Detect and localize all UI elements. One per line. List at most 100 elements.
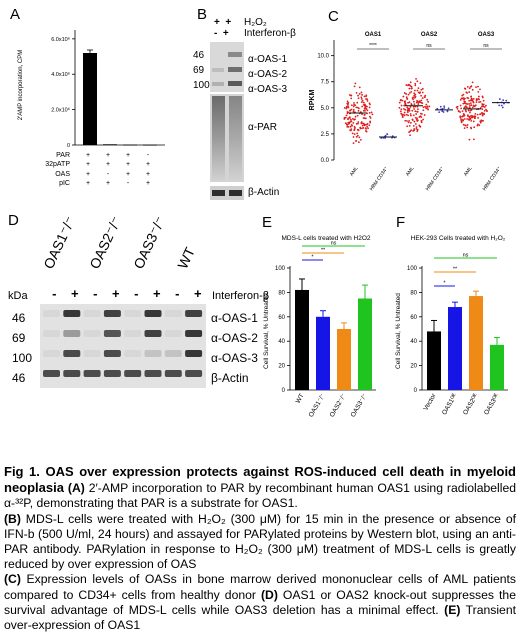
a-sign: +: [85, 179, 91, 187]
c-dot: [359, 138, 362, 141]
c-dot: [362, 122, 364, 125]
c-dot: [461, 115, 463, 118]
d-band: [185, 350, 203, 357]
c-dot: [423, 114, 426, 116]
a-sign: -: [106, 170, 110, 178]
c-dot: [476, 124, 479, 127]
c-dot: [408, 92, 411, 94]
caption-a-tag: (A): [67, 481, 85, 496]
c-dot: [366, 125, 369, 128]
bar: [295, 289, 309, 390]
d-band: [144, 330, 162, 337]
row-label-par: PAR: [56, 152, 70, 159]
c-dot: [422, 118, 425, 121]
c-dot: [410, 121, 412, 124]
panel-f-chart: HEK-293 Cells treated with H₂O₂ Cell Sur…: [395, 235, 508, 416]
c-dot: [350, 97, 353, 100]
c-xlabel: AML: [349, 166, 360, 178]
c-dot: [478, 101, 480, 103]
c-dot: [361, 99, 364, 102]
c-dot: [384, 134, 387, 137]
d-band: [43, 370, 60, 377]
c-dot: [403, 111, 406, 114]
panel-e-letter: E: [262, 214, 273, 231]
panel-b-signs-row1: + +: [214, 17, 232, 28]
c-dot: [365, 98, 367, 100]
c-dot: [466, 124, 469, 126]
svg-text:WT: WT: [174, 244, 198, 271]
a-sign-row: + + + +: [78, 160, 158, 169]
d-band: [144, 350, 162, 357]
c-dot: [477, 117, 479, 119]
c-dot: [359, 111, 362, 113]
c-dot: [470, 99, 473, 102]
svg-text:OAS2⁻/⁻: OAS2⁻/⁻: [86, 214, 124, 272]
c-dot: [409, 105, 412, 108]
a-sign: +: [125, 161, 131, 169]
c-dot: [358, 141, 360, 144]
c-dot: [364, 103, 366, 106]
c-dot: [362, 117, 365, 119]
c-dot: [416, 110, 419, 113]
d-sign: -: [93, 286, 98, 301]
c-dot: [418, 100, 421, 103]
c-dot: [426, 98, 429, 101]
c-dot: [472, 101, 475, 104]
c-dot: [410, 87, 413, 90]
c-dot: [476, 113, 479, 116]
figure-caption: Fig 1. OAS over expression protects agai…: [4, 464, 516, 633]
c-dot: [471, 81, 474, 84]
c-dot: [417, 103, 420, 106]
c-dot: [501, 106, 504, 109]
c-dot: [351, 117, 354, 120]
c-dot: [476, 98, 478, 101]
c-dot: [406, 98, 409, 101]
panel-d-sign-row: - + - + - + - +: [44, 286, 208, 301]
c-dot: [463, 102, 466, 105]
c-dot: [467, 118, 470, 121]
panel-b-band-labels: α-OAS-1 α-OAS-2 α-OAS-3: [248, 54, 288, 95]
a-sign-row: + + - +: [78, 179, 158, 188]
c-dot: [369, 117, 372, 119]
c-dot: [479, 121, 482, 124]
c-dot: [443, 105, 446, 108]
c-dot: [417, 91, 420, 94]
c-dot: [401, 116, 404, 119]
d-band: [63, 350, 81, 357]
c-dot: [424, 105, 427, 108]
caption-b-tag: (B): [4, 511, 21, 526]
c-dot: [347, 104, 349, 106]
c-dot: [462, 102, 465, 105]
a-ytick-label: 6.0x10⁶: [51, 36, 70, 43]
c-dot: [483, 109, 486, 112]
c-dot: [479, 88, 481, 91]
caption-b-text: MDS-L cells were treated with H₂O₂ (300 …: [4, 511, 516, 572]
c-dot: [471, 106, 474, 109]
c-dot: [439, 105, 442, 108]
xtick-label: OAS3⁻/⁻: [350, 392, 369, 419]
c-dot: [456, 105, 459, 108]
c-dot: [421, 91, 424, 94]
d-band: [63, 310, 81, 317]
c-dot: [468, 99, 471, 102]
c-dot: [469, 111, 471, 114]
ytick-label: 80: [278, 290, 285, 296]
ytick-label: 80: [410, 290, 417, 296]
c-dot: [464, 124, 466, 127]
c-dot: [344, 122, 347, 125]
d-sign: -: [175, 286, 180, 301]
c-dot: [463, 106, 466, 109]
c-dot: [358, 86, 361, 89]
a-sign: +: [105, 152, 111, 159]
c-dot: [466, 96, 469, 99]
c-dot: [459, 111, 461, 113]
c-dot: [367, 127, 369, 130]
c-xlabel: HBM CD34⁺: [482, 165, 503, 192]
d-band: [185, 370, 203, 377]
c-dot: [412, 105, 415, 108]
c-dot: [460, 97, 463, 100]
c-dot: [357, 109, 360, 112]
c-dot: [354, 118, 356, 121]
c-dot: [469, 85, 472, 88]
c-dot: [386, 133, 389, 136]
